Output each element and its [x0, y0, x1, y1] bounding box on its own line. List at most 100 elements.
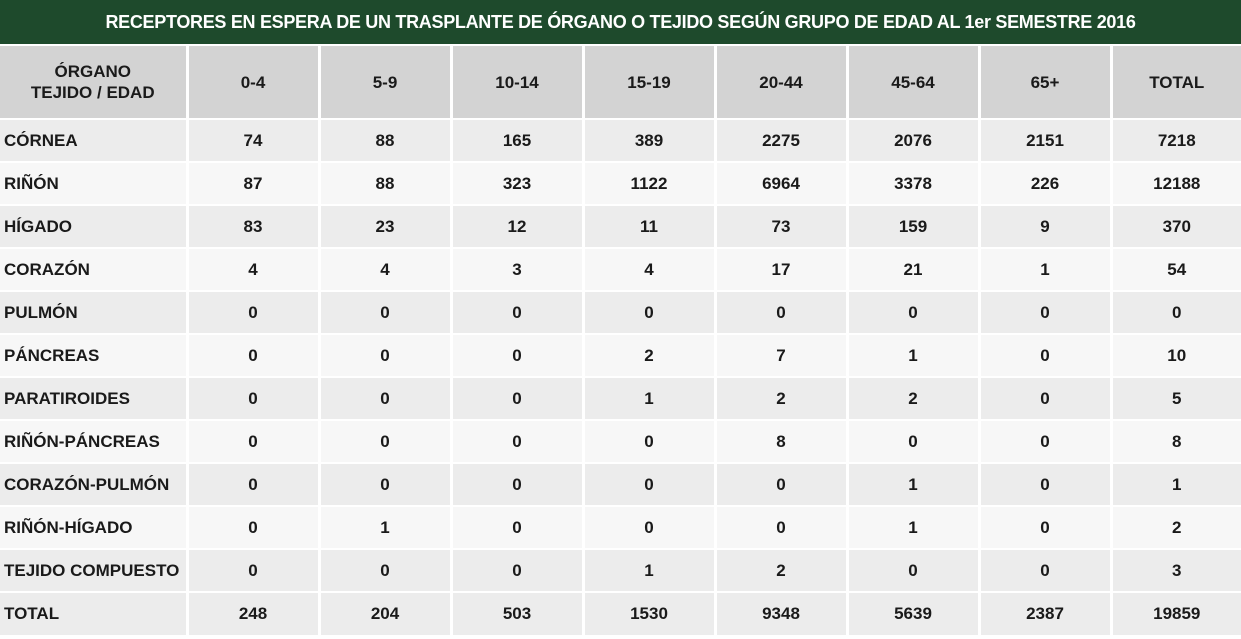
table-cell: 8: [713, 419, 847, 463]
table-cell: 7218: [1109, 118, 1241, 162]
table-cell: 17: [713, 247, 847, 291]
table-cell: 87: [185, 161, 319, 205]
table-cell: 0: [317, 462, 451, 506]
table-cell: 1: [845, 462, 979, 506]
table-cell: 0: [977, 333, 1111, 377]
table-cell: 2: [845, 376, 979, 420]
table-cell: 1: [845, 505, 979, 549]
table-cell: 88: [317, 161, 451, 205]
table-cell: 1: [317, 505, 451, 549]
table-cell: 0: [713, 290, 847, 334]
table-row: CÓRNEA 74 88 165 389 2275 2076 2151 7218: [0, 118, 1241, 162]
table-row: HÍGADO 83 23 12 11 73 159 9 370: [0, 204, 1241, 248]
table-cell: 0: [185, 548, 319, 592]
table-cell: 0: [977, 290, 1111, 334]
table-row: PULMÓN 0 0 0 0 0 0 0 0: [0, 290, 1241, 334]
table-cell: 0: [449, 333, 583, 377]
table-cell: 323: [449, 161, 583, 205]
table-cell: 11: [581, 204, 715, 248]
table-cell: 0: [977, 419, 1111, 463]
table-cell: 0: [185, 376, 319, 420]
table-cell: 0: [185, 505, 319, 549]
table-cell: 4: [581, 247, 715, 291]
table-cell: 1: [581, 548, 715, 592]
row-label: CORAZÓN-PULMÓN: [0, 462, 187, 506]
column-header: 10-14: [449, 46, 583, 119]
row-header-line1: ÓRGANO: [54, 62, 132, 81]
table-cell: 73: [713, 204, 847, 248]
row-label: TEJIDO COMPUESTO: [0, 548, 187, 592]
table-cell: 370: [1109, 204, 1241, 248]
table-row: PÁNCREAS 0 0 0 2 7 1 0 10: [0, 333, 1241, 377]
table-cell: 5: [1109, 376, 1241, 420]
table-cell: 159: [845, 204, 979, 248]
table-cell: 0: [185, 419, 319, 463]
table-cell: 5639: [845, 591, 979, 635]
table-cell: 21: [845, 247, 979, 291]
data-table: ÓRGANO TEJIDO / EDAD 0-4 5-9 10-14 15-19…: [0, 46, 1241, 635]
row-label: TOTAL: [0, 591, 187, 635]
table-row: PARATIROIDES 0 0 0 1 2 2 0 5: [0, 376, 1241, 420]
table-cell: 1: [845, 333, 979, 377]
row-label: HÍGADO: [0, 204, 187, 248]
table-cell: 0: [449, 505, 583, 549]
table-body: CÓRNEA 74 88 165 389 2275 2076 2151 7218 RIÑÓN 87 8…: [0, 118, 1241, 635]
table-cell: 0: [449, 462, 583, 506]
table-cell: 0: [185, 333, 319, 377]
table-cell: 7: [713, 333, 847, 377]
table-row: CORAZÓN 4 4 3 4 17 21 1 54: [0, 247, 1241, 291]
row-label: CÓRNEA: [0, 118, 187, 162]
column-header: 65+: [977, 46, 1111, 119]
table-cell: 0: [449, 548, 583, 592]
table-cell: 248: [185, 591, 319, 635]
column-header: 20-44: [713, 46, 847, 119]
table-cell: 83: [185, 204, 319, 248]
table-cell: 3: [1109, 548, 1241, 592]
table-cell: 0: [977, 505, 1111, 549]
table-cell: 54: [1109, 247, 1241, 291]
row-label: RIÑÓN-HÍGADO: [0, 505, 187, 549]
table-cell: 0: [977, 548, 1111, 592]
table-cell: 0: [845, 290, 979, 334]
table-cell: 0: [1109, 290, 1241, 334]
table-cell: 165: [449, 118, 583, 162]
table-cell: 4: [185, 247, 319, 291]
table-cell: 1: [581, 376, 715, 420]
column-header: 45-64: [845, 46, 979, 119]
table-cell: 0: [317, 419, 451, 463]
table-cell: 0: [581, 462, 715, 506]
table-cell: 204: [317, 591, 451, 635]
header-row: ÓRGANO TEJIDO / EDAD 0-4 5-9 10-14 15-19…: [0, 46, 1241, 119]
row-label: PARATIROIDES: [0, 376, 187, 420]
table-cell: 0: [185, 462, 319, 506]
row-header-line2: TEJIDO / EDAD: [30, 83, 155, 102]
table-cell: 0: [449, 376, 583, 420]
table-title: RECEPTORES EN ESPERA DE UN TRASPLANTE DE…: [0, 0, 1241, 44]
table-cell: 1122: [581, 161, 715, 205]
table-cell: 2: [581, 333, 715, 377]
table-cell: 3: [449, 247, 583, 291]
table-cell: 389: [581, 118, 715, 162]
table-cell: 12: [449, 204, 583, 248]
table-cell: 23: [317, 204, 451, 248]
column-header: 5-9: [317, 46, 451, 119]
table-cell: 2275: [713, 118, 847, 162]
row-label: RIÑÓN-PÁNCREAS: [0, 419, 187, 463]
table-cell: 74: [185, 118, 319, 162]
table-cell: 1: [977, 247, 1111, 291]
row-label: CORAZÓN: [0, 247, 187, 291]
table-cell: 0: [317, 376, 451, 420]
table-cell: 10: [1109, 333, 1241, 377]
table-cell: 0: [713, 505, 847, 549]
table-cell: 2387: [977, 591, 1111, 635]
table-cell: 0: [449, 290, 583, 334]
table-cell: 2151: [977, 118, 1111, 162]
table-cell: 2076: [845, 118, 979, 162]
row-label: PÁNCREAS: [0, 333, 187, 377]
table-row: CORAZÓN-PULMÓN 0 0 0 0 0 1 0 1: [0, 462, 1241, 506]
row-label: RIÑÓN: [0, 161, 187, 205]
table-cell: 9348: [713, 591, 847, 635]
table-cell: 88: [317, 118, 451, 162]
column-header: 15-19: [581, 46, 715, 119]
